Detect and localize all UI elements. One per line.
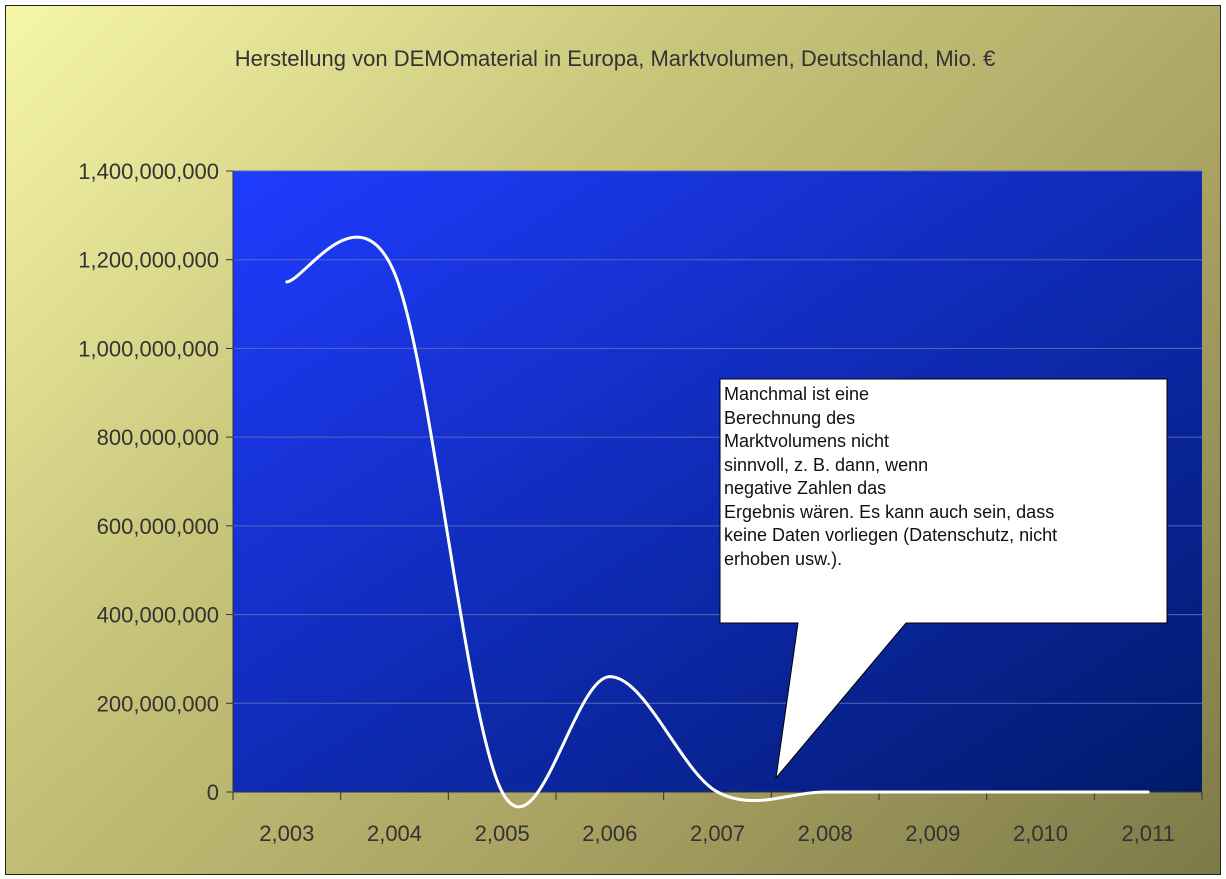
data-point [823,790,827,794]
callout-line: Manchmal ist eine [724,384,870,404]
y-tick-label: 1,000,000,000 [78,336,219,361]
x-tick-label: 2,006 [582,821,637,846]
callout-text: Manchmal ist eine Berechnung des Marktvolu… [724,383,1164,571]
callout-line: Marktvolumens nicht [724,431,890,451]
y-tick-label: 600,000,000 [97,514,219,539]
series-line [286,235,1149,809]
x-tick-label: 2,005 [475,821,530,846]
callout-box [719,378,1168,780]
x-tick-label: 2,003 [259,821,314,846]
data-points [285,271,1150,794]
data-point [931,790,935,794]
callout-line: erhoben usw.). [724,548,843,569]
callout-line: keine Daten vorliegen (Datenschutz, nich… [724,525,1058,545]
chart-title: Herstellung von DEMOmaterial in Europa, … [234,46,996,71]
y-tick-label: 1,200,000,000 [78,248,219,273]
y-axis-ticks: 0 200,000,000 400,000,000 600,000,000 800,00… [78,159,233,805]
callout-line: Ergebnis wären. Es kann auch sein, dass [724,501,1055,522]
data-point [608,675,612,679]
data-point [500,790,504,794]
y-tick-label: 1,400,000,000 [78,159,219,184]
x-axis-ticks: 2,003 2,004 2,005 2,006 2,007 2,008 2,009 2,010… [232,792,1203,846]
y-tick-label: 800,000,000 [97,425,219,450]
x-tick-label: 2,004 [367,821,422,846]
x-tick-label: 2,009 [905,821,960,846]
callout-line: sinnvoll, z. B. dann, wenn [724,454,929,475]
y-tick-label: 0 [207,780,219,805]
x-tick-label: 2,010 [1013,821,1068,846]
x-tick-label: 2,011 [1121,821,1174,846]
x-tick-label: 2,008 [798,821,853,846]
data-point [1146,790,1150,794]
x-tick-label: 2,007 [690,821,745,846]
data-point [1039,790,1042,794]
data-point [393,271,396,275]
y-tick-label: 400,000,000 [97,603,219,628]
data-point [716,790,719,794]
callout-line: negative Zahlen das [724,478,887,498]
data-point [285,280,289,284]
y-tick-label: 200,000,000 [97,691,219,716]
callout-line: Berechnung des [724,407,856,428]
